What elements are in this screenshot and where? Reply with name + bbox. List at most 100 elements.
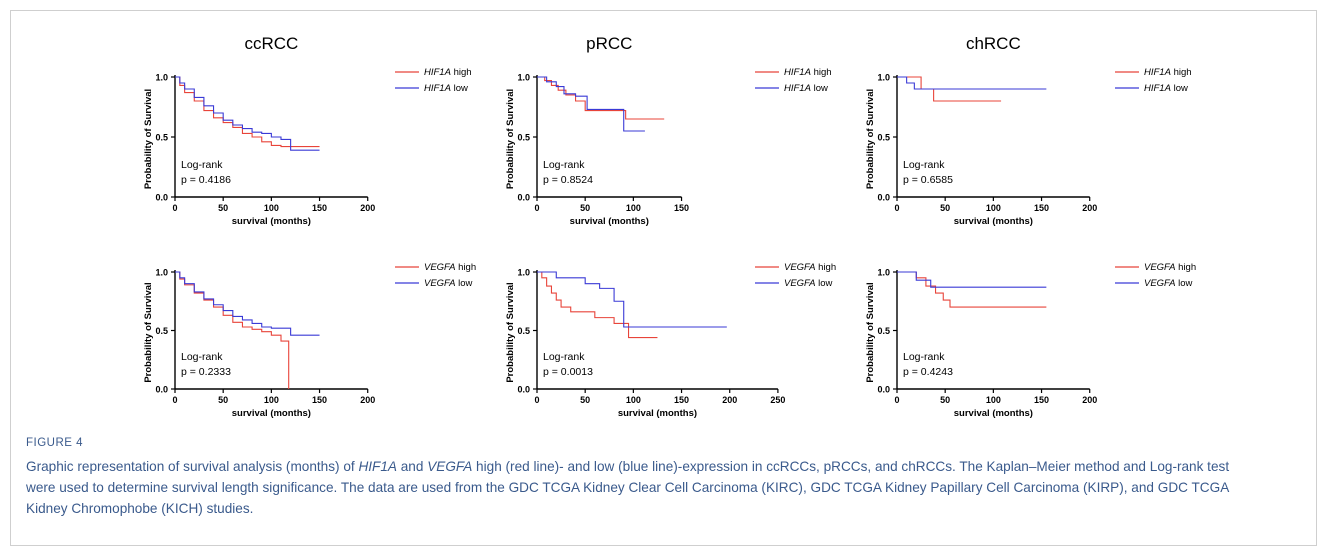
figure-label: FIGURE 4	[26, 437, 84, 449]
figure-caption: Graphic representation of survival analy…	[26, 456, 1256, 519]
legend-gene: HIF1A	[1144, 83, 1171, 94]
legend-entry-high: HIF1A high	[424, 67, 472, 78]
x-tick-label: 0	[172, 395, 177, 405]
legend-entry-low: VEGFA low	[1144, 278, 1193, 289]
x-axis-label: survival (months)	[954, 216, 1033, 227]
legend-gene: VEGFA	[1144, 262, 1176, 273]
survival-curve-high	[537, 271, 658, 339]
legend-entry-low: HIF1A low	[424, 83, 468, 94]
y-tick-label: 1.0	[155, 73, 168, 83]
legend-gene: HIF1A	[1144, 67, 1171, 78]
log-rank-label: Log-rank	[543, 159, 585, 171]
panel-title: chRCC	[966, 34, 1021, 53]
y-tick-label: 0.0	[155, 193, 168, 203]
legend-gene: VEGFA	[784, 278, 816, 289]
p-value-label: p = 0.4186	[181, 174, 231, 186]
p-value-label: p = 0.8524	[543, 174, 593, 186]
km-panel-5: 0.0 0.5 1.0 0 50 100 150 200 250 survival (months…	[505, 262, 836, 419]
legend-level: high	[456, 262, 477, 273]
legend-level: low	[451, 83, 468, 94]
km-panel-2: pRCC 0.0 0.5 1.0 0 50 100 150 survival (months) P…	[505, 34, 832, 227]
y-tick-label: 0.5	[155, 326, 168, 336]
log-rank-label: Log-rank	[181, 159, 223, 171]
legend-gene: HIF1A	[424, 83, 451, 94]
y-tick-label: 1.0	[877, 268, 890, 278]
x-axis-label: survival (months)	[954, 408, 1033, 419]
x-tick-label: 100	[626, 395, 641, 405]
survival-figure: ccRCC 0.0 0.5 1.0 0 50 100 150 200 survival (mont…	[143, 34, 1196, 419]
survival-curve-low	[175, 76, 320, 151]
legend-gene: HIF1A	[424, 67, 451, 78]
legend-level: high	[811, 67, 832, 78]
x-tick-label: 150	[674, 395, 689, 405]
x-axis-label: survival (months)	[232, 216, 311, 227]
y-axis-label: Probability of Survival	[505, 89, 516, 189]
log-rank-label: Log-rank	[903, 159, 945, 171]
survival-curve-low	[897, 76, 1047, 90]
legend-entry-high: HIF1A high	[784, 67, 832, 78]
y-tick-label: 0.0	[517, 385, 530, 395]
legend-level: high	[1171, 67, 1192, 78]
x-axis-label: survival (months)	[570, 216, 649, 227]
x-tick-label: 100	[986, 203, 1001, 213]
y-axis-label: Probability of Survival	[143, 282, 154, 382]
panel-title: pRCC	[586, 34, 632, 53]
x-tick-label: 150	[1034, 203, 1049, 213]
y-axis-label: Probability of Survival	[143, 89, 154, 189]
p-value-label: p = 0.0013	[543, 366, 593, 378]
y-tick-label: 1.0	[517, 268, 530, 278]
legend-entry-low: VEGFA low	[784, 278, 833, 289]
x-tick-label: 150	[312, 203, 327, 213]
x-tick-label: 0	[894, 203, 899, 213]
x-tick-label: 100	[264, 203, 279, 213]
legend-gene: VEGFA	[424, 262, 456, 273]
km-panel-1: ccRCC 0.0 0.5 1.0 0 50 100 150 200 survival (mont…	[143, 34, 472, 227]
y-tick-label: 0.5	[877, 133, 890, 143]
x-tick-label: 0	[534, 203, 539, 213]
log-rank-label: Log-rank	[181, 351, 223, 363]
y-tick-label: 0.5	[517, 133, 530, 143]
x-tick-label: 0	[534, 395, 539, 405]
legend-gene: VEGFA	[424, 278, 456, 289]
legend-entry-high: VEGFA high	[1144, 262, 1196, 273]
legend-gene: HIF1A	[784, 83, 811, 94]
p-value-label: p = 0.6585	[903, 174, 953, 186]
x-tick-label: 50	[940, 203, 950, 213]
x-axis-label: survival (months)	[618, 408, 697, 419]
x-tick-label: 50	[940, 395, 950, 405]
x-tick-label: 0	[894, 395, 899, 405]
caption-text-part: and	[396, 459, 428, 474]
x-tick-label: 50	[580, 203, 590, 213]
y-tick-label: 1.0	[877, 73, 890, 83]
legend-gene: HIF1A	[784, 67, 811, 78]
survival-curve-low	[897, 271, 1047, 288]
y-tick-label: 0.0	[877, 385, 890, 395]
km-plots-svg: ccRCC 0.0 0.5 1.0 0 50 100 150 200 survival (mont…	[143, 34, 1196, 419]
x-tick-label: 0	[172, 203, 177, 213]
panel-title: ccRCC	[244, 34, 298, 53]
x-tick-label: 100	[626, 203, 641, 213]
legend-gene: VEGFA	[1144, 278, 1176, 289]
legend-entry-high: VEGFA high	[784, 262, 836, 273]
x-tick-label: 150	[312, 395, 327, 405]
y-tick-label: 1.0	[517, 73, 530, 83]
x-tick-label: 100	[264, 395, 279, 405]
y-tick-label: 0.0	[877, 193, 890, 203]
legend-entry-high: HIF1A high	[1144, 67, 1192, 78]
legend-level: low	[1176, 278, 1193, 289]
y-axis-label: Probability of Survival	[865, 89, 876, 189]
y-axis-label: Probability of Survival	[865, 282, 876, 382]
p-value-label: p = 0.4243	[903, 366, 953, 378]
figure-frame	[10, 10, 1317, 546]
caption-gene-name: VEGFA	[427, 459, 473, 474]
survival-curve-low	[537, 76, 645, 132]
log-rank-label: Log-rank	[543, 351, 585, 363]
km-panel-6: 0.0 0.5 1.0 0 50 100 150 200 survival (months) Pr…	[865, 262, 1196, 419]
legend-level: low	[816, 278, 833, 289]
y-tick-label: 0.5	[877, 326, 890, 336]
survival-curve-high	[537, 76, 665, 120]
legend-level: high	[816, 262, 837, 273]
legend-level: high	[1176, 262, 1197, 273]
legend-level: low	[811, 83, 828, 94]
legend-entry-low: HIF1A low	[784, 83, 828, 94]
